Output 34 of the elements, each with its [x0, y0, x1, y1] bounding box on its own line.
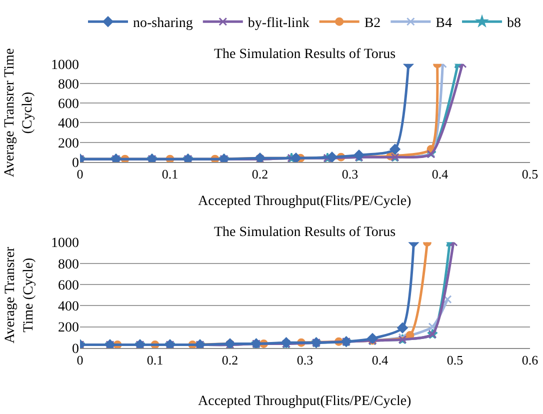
- x-tick-label: 0.2: [252, 166, 268, 182]
- y-tick-label: 800: [58, 77, 79, 92]
- x-tick-label: 0.5: [446, 352, 464, 368]
- y-tick-label: 200: [58, 320, 79, 336]
- y-axis-title: Average Transrer Time (Cycle): [3, 246, 36, 344]
- x-tick-label: 0.6: [522, 352, 539, 368]
- y-tick-label: 1000: [51, 58, 79, 73]
- x-axis-title: Accepted Throughput(Flits/PE/Cycle): [198, 194, 412, 209]
- legend-label: b8: [507, 16, 522, 32]
- y-tick-label: 400: [58, 116, 79, 132]
- x-tick-label: 0.1: [146, 352, 164, 368]
- y-tick-label: 200: [58, 136, 79, 152]
- y-tick-label: 0: [72, 342, 79, 357]
- chart-title: The Simulation Results of Torus: [214, 225, 396, 240]
- y-tick-label: 400: [58, 300, 79, 315]
- x-tick-label: 0.5: [522, 166, 538, 182]
- x-tick-label: 0.3: [296, 352, 314, 368]
- x-tick-label: 0.4: [372, 352, 389, 368]
- x-tick-label: 0.2: [222, 352, 238, 368]
- y-axis-title: Average Transrer Time (Cycle): [2, 48, 36, 178]
- x-tick-label: 0.4: [432, 166, 449, 182]
- x-axis-title: Accepted Throughput(Flits/PE/Cycle): [198, 394, 412, 409]
- y-tick-label: 0: [72, 156, 79, 171]
- chart-title: The Simulation Results of Torus: [214, 47, 396, 62]
- legend-label: no-sharing: [133, 16, 193, 32]
- x-tick-label: 0.1: [162, 166, 178, 182]
- y-tick-label: 600: [58, 97, 79, 112]
- legend-label: by-flit-link: [248, 16, 310, 32]
- y-tick-label: 600: [58, 278, 79, 294]
- x-tick-label: 0.3: [342, 166, 358, 182]
- y-tick-label: 800: [58, 257, 79, 272]
- legend-label: B2: [364, 16, 381, 32]
- legend-label: B4: [436, 16, 452, 32]
- y-tick-label: 1000: [51, 236, 79, 252]
